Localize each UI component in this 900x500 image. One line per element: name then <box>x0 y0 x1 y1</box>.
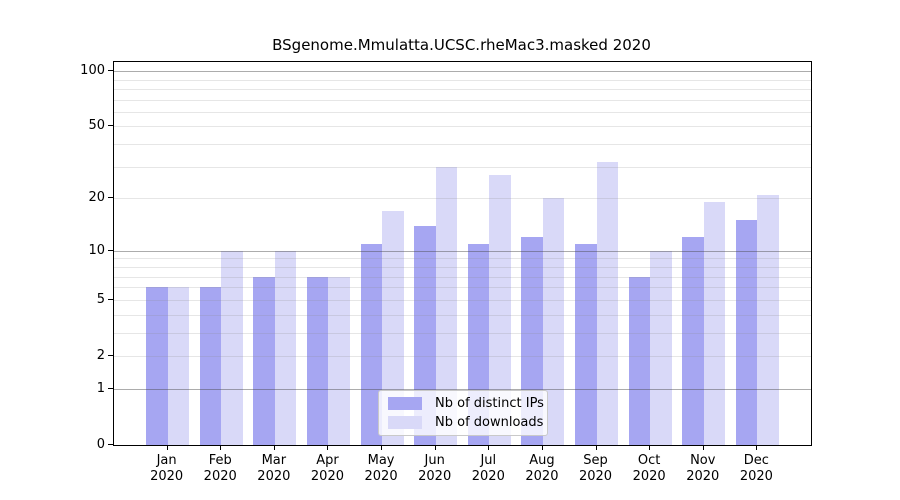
bar-downloads-nov <box>703 202 726 445</box>
x-tick-mark <box>541 445 543 450</box>
legend: Nb of distinct IPs Nb of downloads <box>378 390 548 436</box>
bar-downloads-oct <box>650 250 672 445</box>
x-tick-label-month: Aug <box>529 453 555 468</box>
bar-ips-jan <box>146 287 168 445</box>
x-tick-mark <box>756 445 758 450</box>
x-tick-label-year: 2020 <box>364 469 398 484</box>
y-tick-mark <box>108 70 113 72</box>
x-tick-label-year: 2020 <box>203 469 237 484</box>
gridline-minor <box>114 79 811 81</box>
y-tick-label: 20 <box>88 190 105 206</box>
bar-downloads-apr <box>328 276 350 445</box>
gridline-minor <box>114 198 811 200</box>
legend-item-downloads: Nb of downloads <box>388 415 547 430</box>
y-tick-label: 10 <box>88 242 105 258</box>
gridline-minor <box>114 166 811 168</box>
x-tick-mark <box>649 445 651 450</box>
bar-downloads-jun <box>435 166 458 445</box>
x-tick-label-year: 2020 <box>632 469 666 484</box>
x-tick-label-month: Sep <box>583 453 608 468</box>
x-tick-label-month: Apr <box>316 453 339 468</box>
bar-downloads-jan <box>167 287 190 445</box>
y-tick-label: 5 <box>96 291 105 307</box>
x-tick-mark <box>166 445 168 450</box>
gridline-minor <box>114 99 811 101</box>
legend-swatch-downloads-icon <box>388 416 422 429</box>
x-tick-label-month: May <box>367 453 395 468</box>
bar-ips-mar <box>253 276 275 445</box>
bar-downloads-mar <box>274 250 297 445</box>
x-tick-label-month: Dec <box>743 453 769 468</box>
bar-downloads-aug <box>542 198 565 445</box>
x-tick-label-month: Jan <box>156 453 177 468</box>
y-tick-mark <box>108 354 113 356</box>
gridline-minor <box>114 144 811 146</box>
y-tick-mark <box>108 125 113 127</box>
x-tick-mark <box>488 445 490 450</box>
x-tick-label-year: 2020 <box>310 469 344 484</box>
bar-ips-may <box>360 243 383 445</box>
x-tick-label-month: Mar <box>261 453 287 468</box>
y-tick-mark <box>108 197 113 199</box>
y-tick-mark <box>108 249 113 251</box>
gridline-minor <box>114 88 811 90</box>
plot-area <box>113 61 812 446</box>
legend-swatch-ips-icon <box>388 397 422 410</box>
bar-ips-nov <box>682 237 704 445</box>
x-tick-label-month: Feb <box>208 453 232 468</box>
x-tick-mark <box>595 445 597 450</box>
legend-label-downloads: Nb of downloads <box>435 415 544 430</box>
x-tick-mark <box>273 445 275 450</box>
bar-downloads-dec <box>757 194 779 445</box>
bar-downloads-feb <box>221 250 243 445</box>
x-tick-label-year: 2020 <box>257 469 291 484</box>
y-tick-mark <box>108 298 113 300</box>
x-tick-label-month: Jun <box>424 453 445 468</box>
bar-ips-oct <box>628 276 651 445</box>
x-tick-label-year: 2020 <box>471 469 505 484</box>
bar-ips-dec <box>735 220 758 445</box>
legend-label-ips: Nb of distinct IPs <box>435 396 544 411</box>
y-tick-mark <box>108 444 113 445</box>
y-tick-label: 1 <box>96 380 105 396</box>
y-tick-label: 0 <box>96 437 105 452</box>
x-tick-mark <box>702 445 704 450</box>
gridline-major <box>114 71 811 73</box>
x-tick-label-month: Nov <box>690 453 716 468</box>
x-tick-label-year: 2020 <box>150 469 184 484</box>
bar-downloads-sep <box>596 161 619 445</box>
x-tick-label-year: 2020 <box>686 469 720 484</box>
bar-ips-apr <box>306 276 329 445</box>
y-tick-label: 50 <box>88 118 105 134</box>
y-tick-label: 2 <box>96 347 105 363</box>
legend-item-distinct-ips: Nb of distinct IPs <box>388 396 547 411</box>
x-tick-mark <box>220 445 222 450</box>
x-tick-mark <box>327 445 329 450</box>
chart-title: BSgenome.Mmulatta.UCSC.rheMac3.masked 20… <box>272 36 651 54</box>
x-tick-label-year: 2020 <box>578 469 613 484</box>
gridline-minor <box>114 126 811 128</box>
x-tick-label-year: 2020 <box>525 469 559 484</box>
x-tick-label-month: Jul <box>480 453 497 468</box>
x-tick-mark <box>434 445 436 450</box>
bar-ips-sep <box>575 243 597 445</box>
y-tick-mark <box>108 387 113 389</box>
bar-downloads-jul <box>489 175 511 445</box>
x-tick-label-year: 2020 <box>739 469 773 484</box>
x-tick-label-year: 2020 <box>418 469 452 484</box>
x-tick-mark <box>381 445 383 450</box>
gridline-minor <box>114 111 811 113</box>
x-tick-label-month: Oct <box>637 453 661 468</box>
bar-ips-feb <box>199 287 222 445</box>
bar-downloads-may <box>382 210 404 445</box>
y-tick-label: 100 <box>80 63 105 79</box>
